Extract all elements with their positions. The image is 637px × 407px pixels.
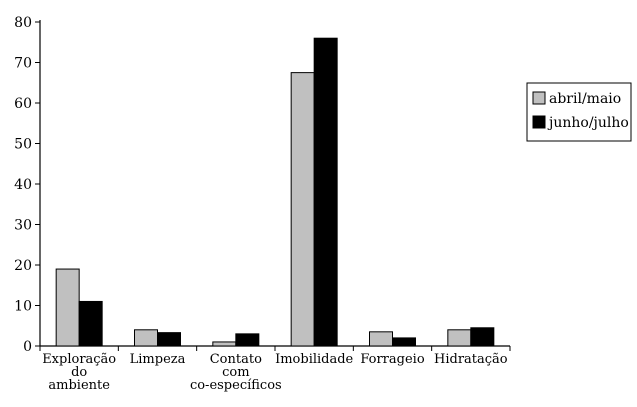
legend-swatch: [532, 91, 546, 105]
x-category-label: Exploração do ambiente: [42, 352, 116, 393]
bars: [55, 37, 495, 347]
bar-junho-julho: [157, 332, 181, 347]
y-tick-label: 80: [14, 15, 32, 31]
y-tick-label: 10: [14, 299, 32, 315]
legend-label: abril/maio: [549, 91, 621, 107]
bar-abril-maio: [134, 329, 158, 347]
bar-junho-julho: [392, 337, 416, 347]
y-axis-ticks: 0 10 20 30 40 50 60 70 80: [14, 15, 40, 355]
bar-junho-julho: [235, 333, 260, 347]
x-axis-categories: Exploração do ambiente Limpeza Contato com co-…: [42, 352, 508, 393]
legend: abril/maio junho/julho: [526, 82, 632, 142]
axes: [39, 20, 511, 351]
bar-abril-maio: [290, 72, 315, 347]
y-tick-label: 70: [14, 56, 32, 72]
x-category-label: Hidratação: [434, 352, 508, 367]
y-tick-label: 0: [23, 339, 32, 355]
x-category-label: Contato com co-específicos: [190, 352, 282, 393]
bar-junho-julho: [470, 327, 495, 347]
y-tick-label: 30: [14, 218, 32, 234]
y-tick-label: 50: [14, 137, 32, 153]
legend-swatch: [532, 115, 546, 129]
x-category-label: Forrageio: [360, 352, 424, 367]
x-category-label: Imobilidade: [275, 352, 353, 367]
y-tick-label: 40: [14, 177, 32, 193]
bar-junho-julho: [78, 300, 103, 347]
bar-abril-maio: [447, 329, 472, 347]
bar-abril-maio: [369, 331, 393, 347]
legend-label: junho/julho: [547, 115, 629, 131]
bar-abril-maio: [212, 341, 237, 347]
bar-junho-julho: [313, 37, 338, 347]
bar-abril-maio: [55, 268, 80, 347]
x-category-label: Limpeza: [130, 352, 186, 367]
y-tick-label: 60: [14, 96, 32, 112]
y-tick-label: 20: [14, 258, 32, 274]
